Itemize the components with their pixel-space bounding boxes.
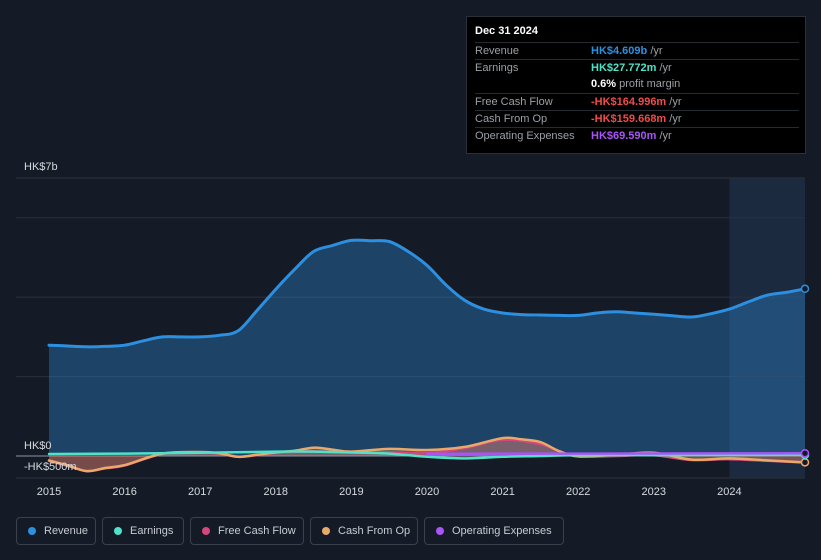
x-tick-label: 2023 [642,486,666,498]
tooltip-unit: /yr [656,62,672,74]
tooltip-value: -HK$159.668m [591,113,667,125]
tooltip-value: -HK$164.996m [591,96,667,108]
tooltip-unit: profit margin [616,78,681,90]
tooltip-panel: Dec 31 2024 Revenue HK$4.609b /yr Earnin… [466,16,806,154]
series-lines [47,238,807,473]
x-tick-label: 2015 [37,486,61,498]
tooltip-label: Free Cash Flow [475,96,553,108]
legend-label: Operating Expenses [452,525,552,537]
revenue-area [49,240,805,456]
free-cash-flow-area [49,439,805,472]
end-markers [800,284,810,467]
forecast-shading [729,178,805,478]
x-axis-ticks: 2015 2016 2017 2018 2019 2020 2021 2022 2023 2024 [37,486,742,498]
tooltip-row-free-cash-flow: Free Cash Flow -HK$164.996m /yr [475,93,799,110]
grid-lines [16,177,805,479]
tooltip-unit: /yr [656,130,672,142]
legend-dot-icon [28,527,36,535]
tooltip-row-cash-from-op: Cash From Op -HK$159.668m /yr [475,110,799,127]
x-tick-label: 2022 [566,486,590,498]
legend-dot-icon [202,527,210,535]
tooltip-unit: /yr [666,113,682,125]
x-tick-label: 2018 [264,486,288,498]
legend-dot-icon [322,527,330,535]
revenue-line [47,238,807,349]
y-label-zero: HK$0 [24,440,52,452]
legend-item-revenue[interactable]: Revenue [16,517,96,545]
operating-expenses-line [425,451,807,456]
y-label-top: HK$7b [24,161,58,173]
cash-from-op-end-marker [800,458,810,467]
tooltip-row-earnings: Earnings HK$27.772m /yr [475,59,799,76]
x-tick-label: 2019 [339,486,363,498]
tooltip-label: Revenue [475,45,520,57]
legend-label: Revenue [44,525,89,537]
legend-label: Earnings [130,525,174,537]
series-fills [49,240,805,472]
revenue-end-marker [800,284,810,294]
tooltip-value: HK$27.772m [591,62,657,74]
tooltip-row-operating-expenses: Operating Expenses HK$69.590m /yr [475,127,799,144]
legend-item-operating-expenses[interactable]: Operating Expenses [424,517,564,545]
legend-item-cash-from-op[interactable]: Cash From Op [310,517,418,545]
legend-item-earnings[interactable]: Earnings [102,517,184,545]
x-tick-label: 2020 [415,486,439,498]
tooltip-date: Dec 31 2024 [475,25,538,37]
x-tick-label: 2024 [717,486,741,498]
legend-label: Cash From Op [338,525,411,537]
operating-expenses-end-marker [800,448,810,458]
y-label-negative: -HK$500m [24,461,77,473]
tooltip-label: Operating Expenses [475,130,575,142]
legend-dot-icon [436,527,444,535]
x-tick-label: 2016 [112,486,136,498]
legend-label: Free Cash Flow [218,525,296,537]
x-tick-label: 2017 [188,486,212,498]
legend-dot-icon [114,527,122,535]
tooltip-row-revenue: Revenue HK$4.609b /yr [475,42,799,59]
tooltip-unit: /yr [647,45,663,57]
tooltip-label: Cash From Op [475,113,548,125]
x-tick-label: 2021 [490,486,514,498]
legend-item-free-cash-flow[interactable]: Free Cash Flow [190,517,304,545]
tooltip-value: HK$4.609b [591,45,648,57]
tooltip-value: 0.6% [591,78,617,90]
tooltip-value: HK$69.590m [591,130,657,142]
tooltip-row-margin: 0.6% profit margin [475,76,799,93]
earnings-line [47,450,807,460]
tooltip-unit: /yr [666,96,682,108]
tooltip-label: Earnings [475,62,519,74]
